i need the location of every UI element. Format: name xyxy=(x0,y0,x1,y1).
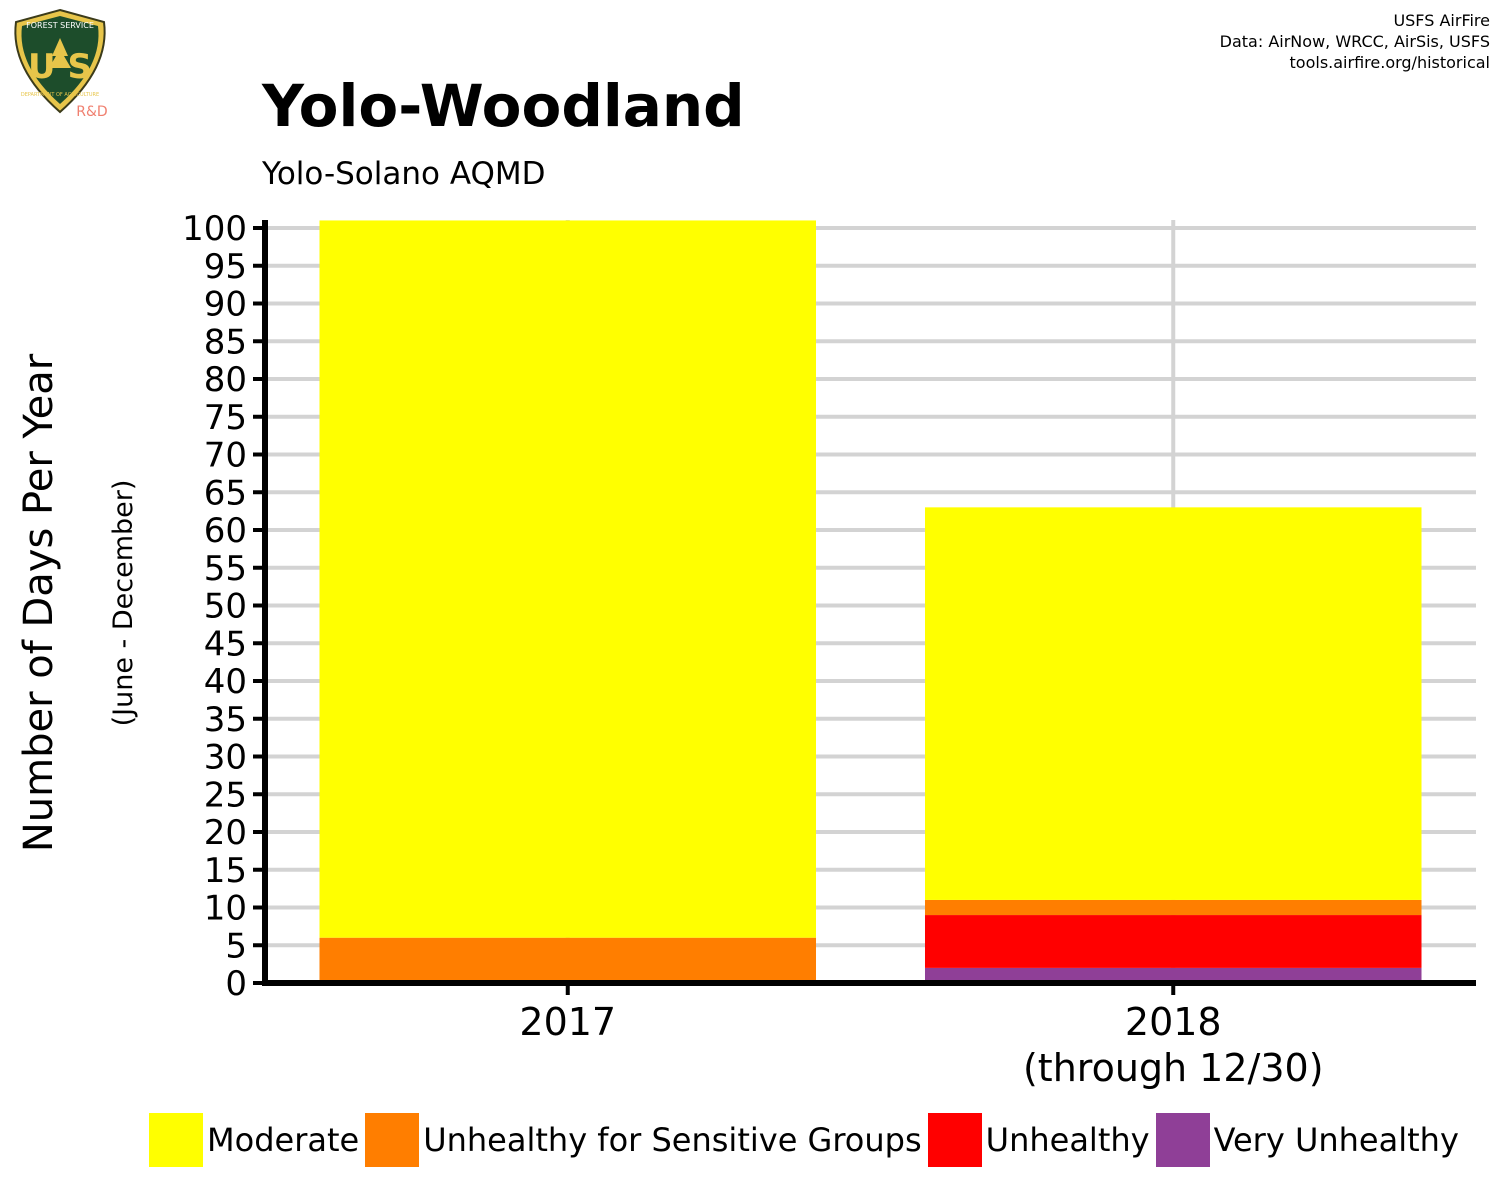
y-tick-label: 30 xyxy=(204,738,247,778)
y-tick-label: 0 xyxy=(225,964,247,1004)
y-axis-subtitle: (June - December) xyxy=(108,480,139,727)
legend-swatch xyxy=(365,1113,420,1167)
y-tick-label: 95 xyxy=(204,247,247,287)
y-tick-label: 90 xyxy=(204,285,247,325)
logo-top-text: FOREST SERVICE xyxy=(26,21,94,30)
legend-swatch xyxy=(149,1113,203,1167)
credit-line-3: tools.airfire.org/historical xyxy=(1289,53,1490,72)
y-tick-label: 65 xyxy=(204,473,247,513)
logo-badge: R&D xyxy=(76,104,107,120)
bar-segment xyxy=(924,899,1422,916)
y-tick-label: 70 xyxy=(204,436,247,476)
y-tick-label: 5 xyxy=(225,926,247,966)
credit-line-2: Data: AirNow, WRCC, AirSis, USFS xyxy=(1219,32,1490,51)
y-tick-label: 80 xyxy=(204,360,247,400)
y-tick-label: 60 xyxy=(204,511,247,551)
credit-line-1: USFS AirFire xyxy=(1393,11,1490,30)
bar-segment xyxy=(319,937,817,983)
forest-service-logo: FOREST SERVICE U S DEPARTMENT OF AGRICUL… xyxy=(14,8,108,120)
legend-item: Very Unhealthy xyxy=(1155,1113,1459,1167)
legend: Moderate Unhealthy for Sensitive Groups Un… xyxy=(149,1113,1465,1167)
y-tick-label: 45 xyxy=(204,624,247,664)
legend-item: Moderate xyxy=(149,1113,359,1167)
legend-label: Unhealthy for Sensitive Groups xyxy=(423,1121,922,1159)
axis-labels: 0510152025303540455055606570758085909510… xyxy=(182,209,1323,1090)
chart-title: Yolo-Woodland xyxy=(262,72,745,140)
y-tick-label: 20 xyxy=(204,813,247,853)
bar-chart: 0510152025303540455055606570758085909510… xyxy=(16,209,1476,1090)
bar-segment xyxy=(924,507,1422,900)
legend-swatch xyxy=(927,1113,982,1167)
chart-subtitle: Yolo-Solano AQMD xyxy=(262,156,546,192)
legend-item: Unhealthy xyxy=(927,1113,1150,1167)
y-axis-title: Number of Days Per Year xyxy=(16,353,62,852)
axes xyxy=(253,220,1476,995)
tree-icon xyxy=(49,38,71,68)
y-tick-label: 55 xyxy=(204,549,247,589)
y-tick-label: 10 xyxy=(204,889,247,929)
y-tick-label: 40 xyxy=(204,662,247,702)
x-tick-label: 2018 xyxy=(1125,1000,1222,1044)
bar-segment xyxy=(319,220,817,938)
legend-item: Unhealthy for Sensitive Groups xyxy=(365,1113,922,1167)
credits: USFS AirFire Data: AirNow, WRCC, AirSis,… xyxy=(1220,10,1490,73)
legend-label: Unhealthy xyxy=(985,1121,1150,1159)
legend-swatch xyxy=(1155,1113,1210,1167)
y-tick-label: 75 xyxy=(204,398,247,438)
bars xyxy=(319,220,1422,983)
y-tick-label: 25 xyxy=(204,775,247,815)
y-tick-label: 15 xyxy=(204,851,247,891)
x-tick-label: (through 12/30) xyxy=(1023,1046,1324,1090)
y-tick-label: 50 xyxy=(204,587,247,627)
y-tick-label: 85 xyxy=(204,322,247,362)
y-tick-label: 100 xyxy=(182,209,247,249)
legend-label: Very Unhealthy xyxy=(1213,1121,1459,1159)
legend-label: Moderate xyxy=(207,1121,360,1159)
logo-bottom-text: DEPARTMENT OF AGRICULTURE xyxy=(21,92,99,98)
bar-segment xyxy=(924,967,1422,983)
bar-segment xyxy=(924,915,1422,968)
x-tick-label: 2017 xyxy=(519,1000,616,1044)
y-tick-label: 35 xyxy=(204,700,247,740)
